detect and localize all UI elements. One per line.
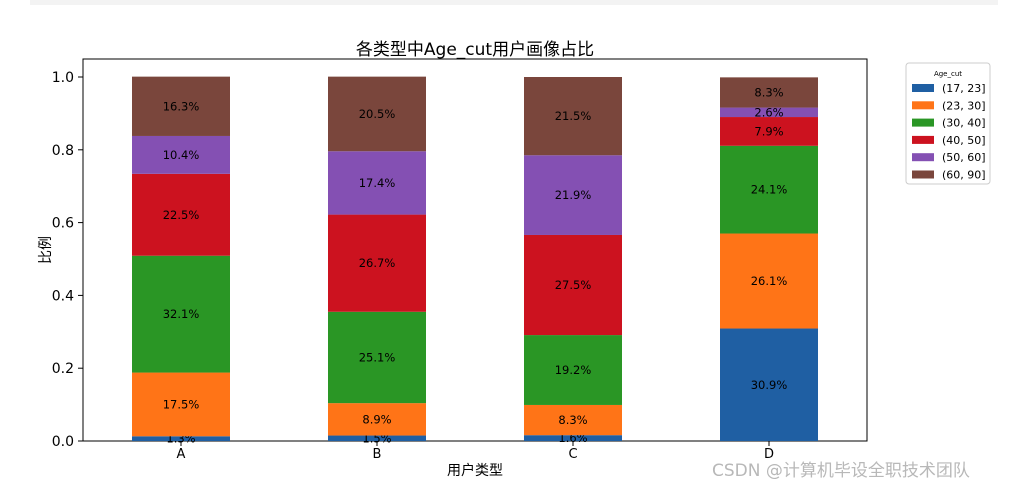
data-label: 16.3% [163, 99, 200, 113]
data-label: 21.9% [555, 188, 592, 202]
data-label: 8.3% [558, 413, 587, 427]
data-label: 17.5% [163, 397, 200, 411]
data-label: 10.4% [163, 148, 200, 162]
data-label: 32.1% [163, 307, 200, 321]
y-axis: 0.0 0.2 0.4 0.6 0.8 1.0 [52, 70, 83, 450]
data-label: 25.1% [359, 350, 396, 364]
bar-segment [132, 436, 230, 441]
bar-segment [720, 328, 818, 441]
bar-segment [328, 76, 426, 152]
bar-segment [328, 435, 426, 441]
bar-segment [328, 311, 426, 404]
bar-segment [524, 404, 622, 436]
data-label: 22.5% [163, 208, 200, 222]
bar-segment [132, 135, 230, 174]
data-label: 20.5% [359, 107, 396, 121]
bar-segment [132, 173, 230, 256]
y-tick-label: 0.6 [52, 216, 74, 232]
bar-stacks: 1.3%17.5%32.1%22.5%10.4%16.3%1.5%8.9%25.… [132, 76, 818, 446]
legend-title: Age_cut [934, 70, 962, 78]
legend-label: (23, 30] [942, 99, 986, 112]
y-tick-label: 0.8 [52, 143, 74, 159]
data-label: 24.1% [751, 183, 788, 197]
legend-label: (17, 23] [942, 82, 986, 95]
data-label: 26.7% [359, 256, 396, 270]
bar-segment [132, 255, 230, 373]
legend-swatch [912, 118, 934, 127]
top-divider-bar [30, 0, 998, 5]
bar-segment [524, 155, 622, 235]
data-label: 7.9% [754, 124, 783, 138]
bar-segment [524, 234, 622, 336]
bar-segment [524, 77, 622, 156]
x-tick-label: D [764, 447, 774, 462]
bar-segment [132, 76, 230, 136]
y-tick-label: 0.0 [52, 434, 74, 450]
legend-swatch [912, 135, 934, 144]
data-label: 30.9% [751, 378, 788, 392]
y-axis-label: 比例 [38, 236, 54, 264]
bar-segment [720, 77, 818, 108]
y-tick-label: 0.2 [52, 361, 74, 377]
legend-label: (60, 90] [942, 169, 986, 182]
data-label: 8.3% [754, 85, 783, 99]
legend-swatch [912, 153, 934, 162]
legend-swatch [912, 101, 934, 110]
watermark: CSDN @计算机毕设全职技术团队 [712, 461, 970, 481]
bar-segment [720, 233, 818, 329]
x-tick-label: B [373, 447, 382, 462]
data-label: 2.6% [754, 105, 783, 119]
bar-segment [328, 403, 426, 436]
legend-swatch [912, 170, 934, 179]
data-label: 27.5% [555, 278, 592, 292]
data-label: 8.9% [362, 412, 391, 426]
x-tick-label: C [568, 447, 577, 462]
bar-segment [524, 435, 622, 441]
y-tick-label: 0.4 [52, 288, 74, 304]
bar-segment [524, 335, 622, 405]
data-label: 19.2% [555, 363, 592, 377]
legend-swatch [912, 84, 934, 92]
x-axis-label: 用户类型 [447, 462, 503, 479]
legend-label: (40, 50] [942, 134, 986, 147]
bar-segment [328, 151, 426, 215]
chart-title: 各类型中Age_cut用户画像占比 [356, 40, 594, 60]
plot-area-frame [82, 58, 868, 442]
bar-segment [720, 117, 818, 146]
legend-label: (50, 60] [942, 151, 986, 164]
data-label: 21.5% [555, 109, 592, 123]
x-tick-label: A [177, 447, 186, 462]
legend-label: (30, 40] [942, 117, 986, 130]
y-tick-label: 1.0 [52, 70, 74, 86]
data-label: 17.4% [359, 176, 396, 190]
legend: Age_cut (17, 23] (23, 30] (30, 40] (40, 50]… [905, 62, 991, 185]
bar-segment [720, 145, 818, 234]
x-axis: A B C D [177, 441, 774, 462]
data-label: 26.1% [751, 274, 788, 288]
bar-segment [132, 372, 230, 437]
bar-segment [328, 214, 426, 312]
bar-segment [720, 107, 818, 118]
